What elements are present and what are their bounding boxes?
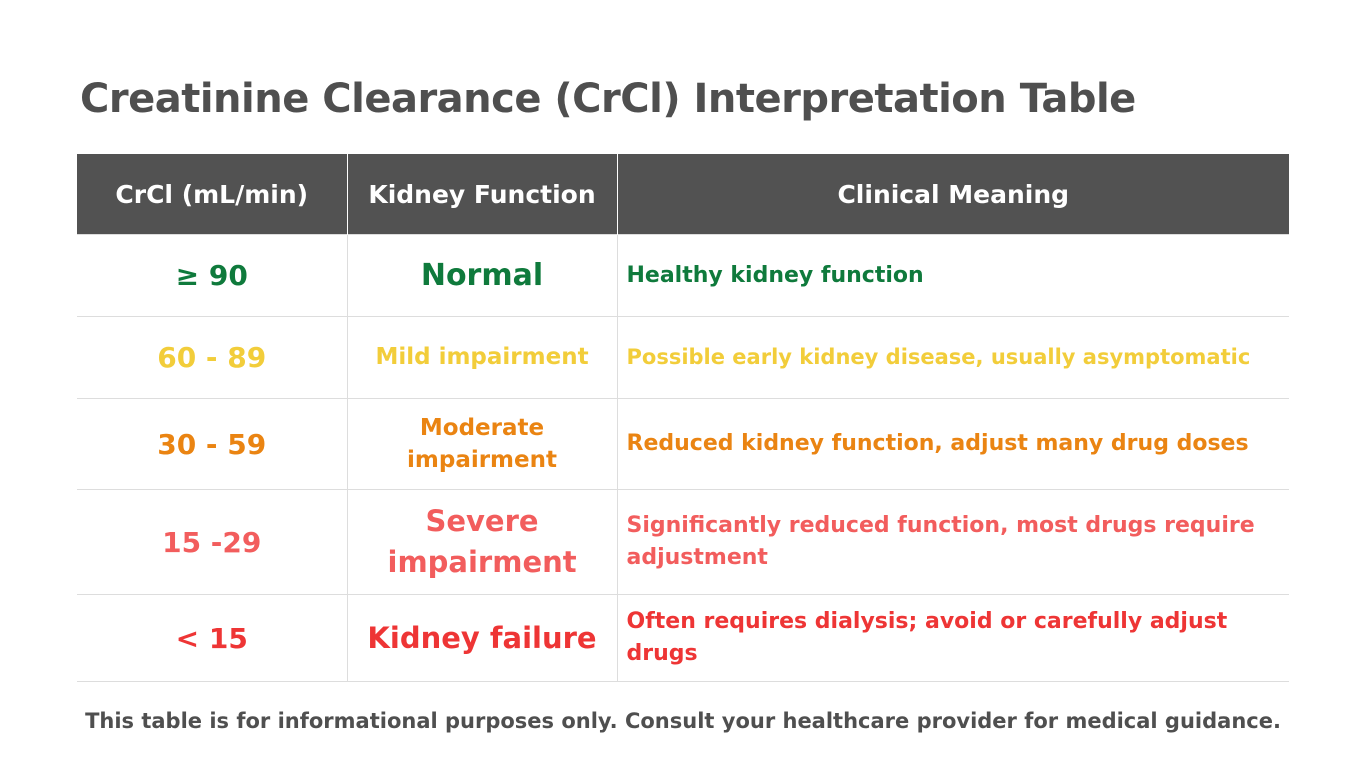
crcl-table: CrCl (mL/min) Kidney Function Clinical M… [77, 154, 1289, 682]
crcl-range-cell: 30 - 59 [77, 398, 348, 490]
disclaimer-footer: This table is for informational purposes… [85, 709, 1281, 733]
table-row: 60 - 89 Mild impairment Possible early k… [77, 316, 1289, 399]
header-kidney-function: Kidney Function [346, 154, 617, 235]
table-row: 15 -29 Severe impairment Significantly r… [77, 489, 1289, 595]
kidney-function-cell: Mild impairment [347, 316, 618, 399]
clinical-meaning-cell: Healthy kidney function [617, 234, 1289, 317]
crcl-range-cell: 60 - 89 [77, 316, 348, 399]
crcl-range-cell: 15 -29 [77, 489, 348, 595]
crcl-range-cell: ≥ 90 [77, 234, 348, 317]
kidney-function-cell: Severe impairment [347, 489, 618, 595]
kidney-function-cell: Normal [347, 234, 618, 317]
header-clinical-meaning: Clinical Meaning [616, 154, 1289, 235]
table-row: 30 - 59 Moderate impairment Reduced kidn… [77, 398, 1289, 490]
clinical-meaning-cell: Possible early kidney disease, usually a… [617, 316, 1289, 399]
page-title: Creatinine Clearance (CrCl) Interpretati… [80, 76, 1136, 122]
table-header-row: CrCl (mL/min) Kidney Function Clinical M… [77, 154, 1289, 235]
kidney-function-cell: Moderate impairment [347, 398, 618, 490]
crcl-range-cell: < 15 [77, 594, 348, 682]
table-row: < 15 Kidney failure Often requires dialy… [77, 594, 1289, 682]
kidney-function-cell: Kidney failure [347, 594, 618, 682]
header-crcl: CrCl (mL/min) [77, 154, 347, 235]
clinical-meaning-cell: Often requires dialysis; avoid or carefu… [617, 594, 1289, 682]
table-row: ≥ 90 Normal Healthy kidney function [77, 234, 1289, 317]
clinical-meaning-cell: Reduced kidney function, adjust many dru… [617, 398, 1289, 490]
clinical-meaning-cell: Significantly reduced function, most dru… [617, 489, 1289, 595]
